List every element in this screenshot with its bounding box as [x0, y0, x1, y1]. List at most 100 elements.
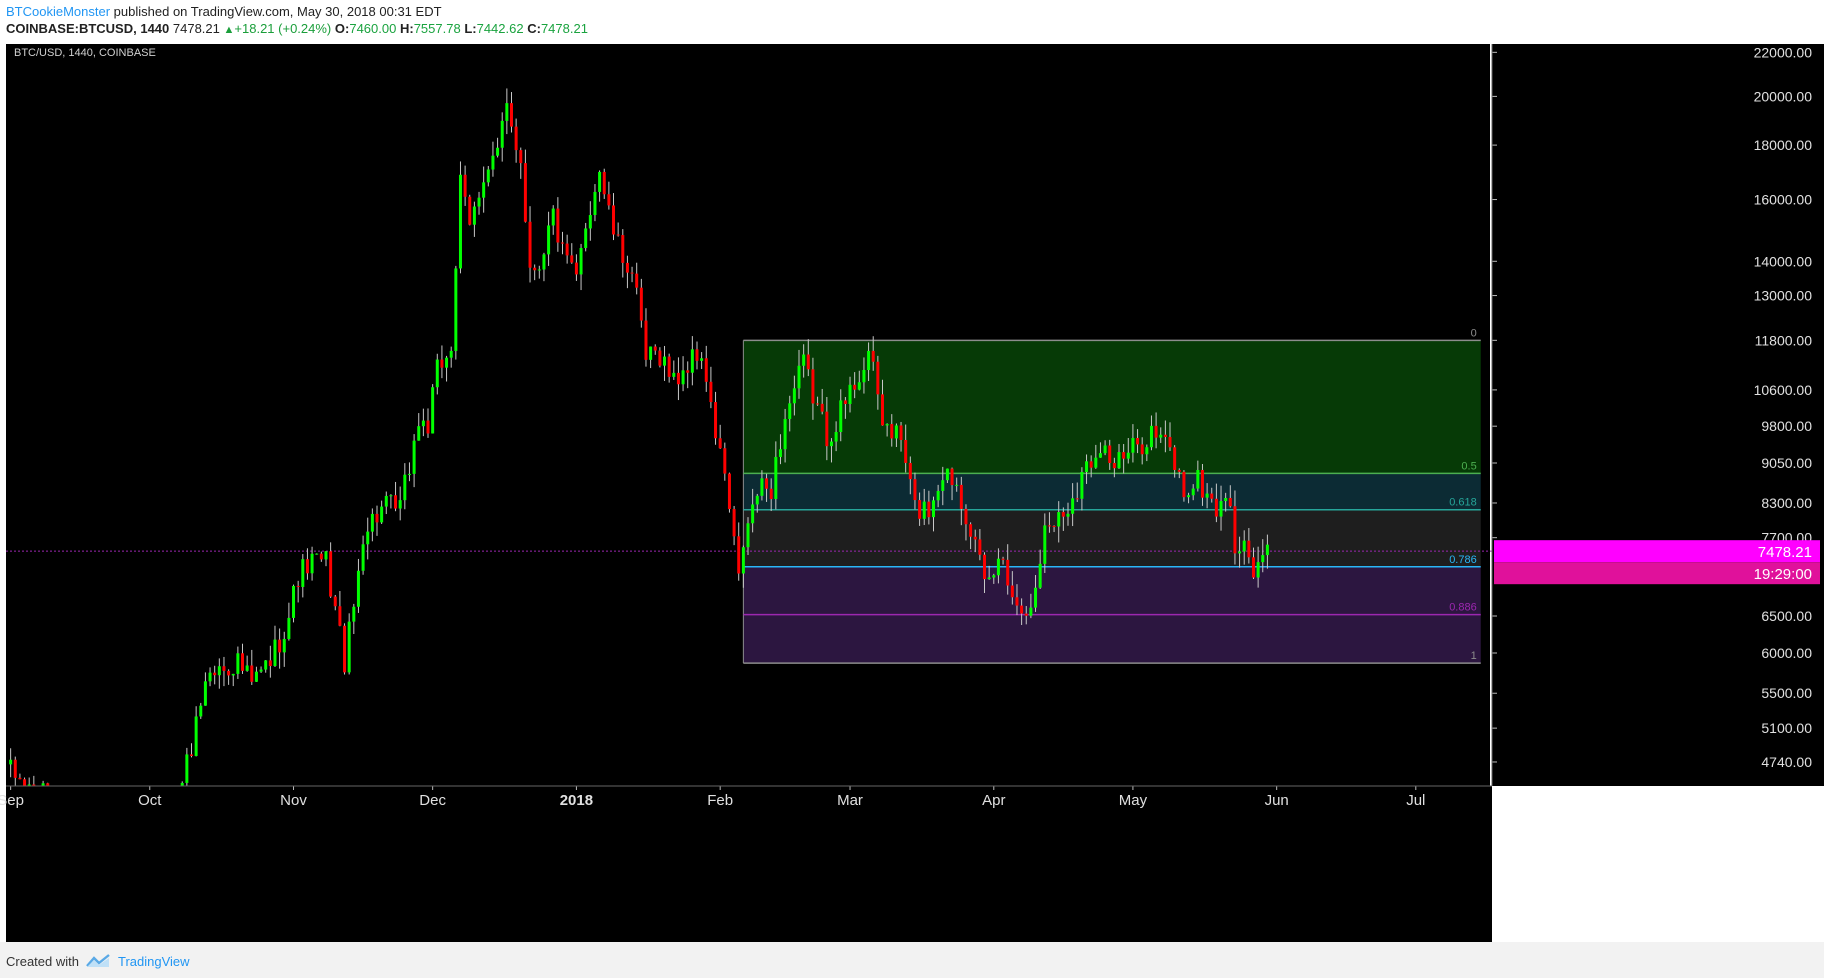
candle-body [1015, 597, 1019, 606]
price-tag-bg [1494, 540, 1820, 563]
candle-body [1187, 495, 1191, 498]
candle-body [885, 424, 889, 426]
candle-body [278, 639, 282, 653]
candle-body [612, 205, 616, 235]
candle-body [839, 400, 843, 432]
open-label: O: [334, 21, 350, 36]
x-tick-label: Apr [982, 792, 1005, 809]
x-tick-label: 2018 [560, 792, 593, 809]
candle-body [635, 273, 639, 288]
candle-body [324, 551, 328, 560]
fib-level-label: 0.886 [1449, 602, 1477, 614]
candle-body [227, 670, 231, 676]
candle-body [190, 754, 193, 756]
candle-body [829, 441, 833, 447]
candle-body [440, 359, 444, 368]
y-tick-label: 13000.00 [1754, 288, 1813, 304]
candle-body [899, 425, 903, 440]
candle-body [1196, 469, 1200, 489]
candle-body [1265, 544, 1269, 556]
candle-body [1228, 497, 1232, 507]
candle-body [788, 403, 792, 419]
fib-level-label: 1 [1471, 650, 1477, 662]
candle-body [992, 575, 996, 578]
price-chart[interactable]: BTC/USD, 1440, COINBASE 0 0.5 0.618 0.786 0.8… [0, 44, 1824, 942]
x-tick-label: Dec [419, 792, 446, 809]
candle-body [602, 171, 606, 195]
candle-body [310, 553, 314, 574]
candle-body [1122, 452, 1126, 459]
candle-body [1182, 471, 1186, 498]
candle-body [1191, 488, 1195, 496]
y-tick-label: 8300.00 [1761, 495, 1812, 511]
candle-body [834, 431, 838, 442]
candle-body [653, 346, 657, 351]
candle-body [932, 500, 935, 518]
candle-body [533, 267, 537, 271]
candle-body [496, 147, 500, 156]
candle-body [913, 479, 917, 501]
y-tick-label: 20000.00 [1754, 88, 1813, 104]
candle-body [1103, 445, 1107, 454]
candle-body [1247, 540, 1251, 558]
y-tick-label: 5100.00 [1761, 720, 1812, 736]
author-link[interactable]: BTCookieMonster [6, 4, 111, 19]
y-tick-label: 9800.00 [1761, 418, 1812, 434]
candle-body [9, 759, 13, 765]
candle-body [1066, 513, 1070, 517]
candle-body [1168, 436, 1172, 448]
candle-body [955, 484, 959, 486]
candle-body [1149, 425, 1153, 448]
candle-body [663, 356, 667, 366]
candle-body [1200, 469, 1204, 498]
candle-body [676, 372, 680, 385]
candle-body [1098, 453, 1102, 458]
candle-body [690, 349, 694, 373]
candle-body [820, 403, 824, 412]
candle-body [1010, 585, 1014, 598]
candle-body [1052, 525, 1056, 527]
candle-body [208, 672, 212, 682]
candle-body [1085, 461, 1089, 472]
candle-body [1177, 469, 1181, 472]
candle-body [792, 388, 796, 404]
candle-body [964, 508, 968, 525]
candle-body [301, 559, 305, 587]
open-value: 7460.00 [349, 21, 397, 36]
candle-body [319, 553, 323, 560]
candle-body [463, 174, 467, 197]
tradingview-link[interactable]: TradingView [118, 954, 190, 969]
candle-body [449, 350, 453, 358]
candle-body [41, 783, 45, 786]
candle-body [213, 672, 217, 676]
candle-body [918, 500, 922, 519]
fib-zone [743, 473, 1481, 510]
candle-body [718, 438, 722, 449]
candle-body [769, 488, 773, 500]
y-tick-label: 10600.00 [1754, 382, 1813, 398]
candle-body [180, 782, 184, 786]
candle-body [1242, 540, 1246, 552]
candle-body [639, 287, 643, 321]
candle-body [222, 666, 226, 671]
fib-level-label: 0.786 [1449, 554, 1477, 566]
candle-body [1080, 471, 1084, 499]
candle-body [973, 536, 977, 540]
candle-body [1071, 498, 1075, 514]
candle-body [458, 174, 462, 269]
candle-body [570, 255, 574, 263]
candle-body [621, 235, 625, 263]
candle-body [380, 506, 384, 523]
price-axis [1492, 44, 1824, 786]
fib-level-label: 0.5 [1461, 460, 1476, 472]
candle-body [259, 669, 263, 672]
candle-body [894, 425, 898, 439]
candle-body [491, 155, 495, 170]
last-price: 7478.21 [172, 21, 220, 36]
candle-body [1075, 498, 1079, 500]
candle-body [1140, 444, 1144, 455]
time-axis [6, 786, 1492, 942]
y-tick-label: 18000.00 [1754, 137, 1813, 153]
candle-body [389, 495, 393, 497]
candle-body [18, 777, 22, 780]
